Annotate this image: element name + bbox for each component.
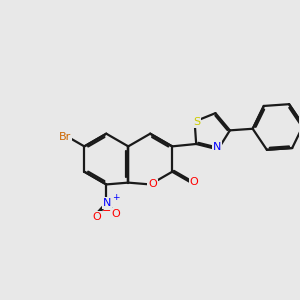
Text: S: S	[193, 117, 200, 127]
Text: Br: Br	[59, 132, 71, 142]
Text: +: +	[112, 193, 119, 202]
Text: N: N	[103, 198, 111, 208]
Text: N: N	[213, 142, 221, 152]
Text: O: O	[148, 179, 157, 189]
Text: O: O	[111, 209, 120, 219]
Text: −: −	[101, 206, 111, 216]
Text: O: O	[93, 212, 101, 222]
Text: O: O	[189, 177, 198, 187]
